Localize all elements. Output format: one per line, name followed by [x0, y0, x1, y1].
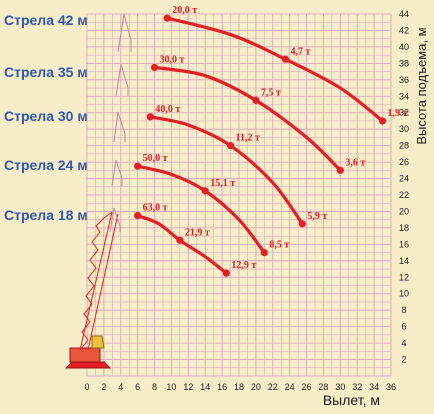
curve-series-0 — [165, 16, 385, 123]
jib-icon-42 — [117, 13, 132, 53]
y-tick-label: 30 — [399, 124, 409, 134]
y-tick-label: 42 — [399, 25, 409, 35]
boom-label-35: Стрела 35 м — [4, 64, 88, 80]
x-tick-label: 16 — [217, 382, 227, 392]
y-tick-label: 32 — [399, 108, 409, 118]
curve-point — [134, 211, 142, 220]
load-label: 4,7 т — [290, 46, 310, 57]
x-tick-label: 14 — [200, 382, 210, 392]
x-axis-title: Вылет, м — [323, 392, 380, 408]
y-tick-label: 24 — [399, 174, 409, 184]
y-tick-label: 38 — [399, 58, 409, 68]
curve-point — [336, 166, 344, 174]
x-tick-label: 32 — [352, 382, 362, 392]
grid — [86, 13, 392, 377]
boom-label-18: Стрела 18 м — [4, 207, 88, 223]
load-label: 15,1 т — [210, 178, 235, 189]
x-tick-label: 20 — [251, 382, 261, 392]
crane-boom-icon — [79, 211, 119, 351]
y-tick-label: 16 — [399, 239, 409, 249]
curve-point — [176, 236, 184, 244]
curve-point — [134, 162, 142, 170]
y-tick-label: 34 — [399, 91, 409, 101]
jib-icon-24 — [111, 159, 123, 187]
x-tick-label: 0 — [84, 382, 89, 392]
load-label: 40,0 т — [155, 104, 180, 115]
boom-label-42: Стрела 42 м — [4, 12, 88, 28]
curve-point — [146, 113, 154, 121]
y-tick-label: 6 — [401, 322, 406, 332]
curve-point — [298, 220, 306, 228]
y-tick-label: 22 — [399, 190, 409, 200]
x-tick-label: 4 — [118, 382, 123, 392]
load-label: 3,6 т — [345, 157, 365, 168]
x-tick-label: 30 — [335, 382, 345, 392]
load-label: 12,9 т — [231, 260, 256, 271]
y-tick-label: 18 — [399, 223, 409, 233]
curve-point — [252, 96, 260, 104]
crane-base-icon — [64, 361, 112, 369]
curve-point — [281, 55, 290, 63]
load-label: 7,5 т — [261, 87, 281, 98]
x-tick-label: 26 — [302, 382, 312, 392]
axes: 0 2 4 6 8 10 12 14 16 18 20 22 24 26 28 30 32 34 362468101… — [84, 9, 429, 408]
curve-point — [226, 142, 235, 150]
y-tick-label: 8 — [401, 305, 406, 315]
jib-icon-30 — [113, 111, 126, 143]
y-tick-label: 44 — [399, 9, 409, 19]
y-tick-label: 10 — [399, 289, 409, 299]
y-tick-label: 20 — [399, 206, 409, 216]
crane-body-icon — [69, 347, 101, 363]
y-axis-title: Высота подъема, м — [414, 27, 429, 144]
x-tick-label: 34 — [369, 382, 379, 392]
load-label: 11,2 т — [236, 133, 260, 144]
curve-point — [201, 187, 209, 195]
y-tick-label: 26 — [399, 157, 409, 167]
load-label: 20,0 т — [172, 5, 197, 16]
y-tick-label: 28 — [399, 141, 409, 151]
load-label: 21,9 т — [185, 227, 210, 238]
y-tick-label: 2 — [401, 355, 406, 365]
x-tick-label: 2 — [101, 382, 106, 392]
boom-label-24: Стрела 24 м — [4, 157, 88, 173]
x-tick-label: 8 — [152, 382, 157, 392]
y-tick-label: 4 — [401, 338, 406, 348]
curve-point — [222, 269, 230, 277]
x-tick-label: 6 — [135, 382, 140, 392]
x-tick-label: 24 — [285, 382, 295, 392]
jib-icon-35 — [115, 63, 129, 97]
crane-illustration — [64, 13, 132, 369]
load-label: 30,0 т — [160, 54, 185, 65]
curves: 20,0 т 4,7 т 1,9 т 30,0 т 7,5 т 3,6 т 40,0 т 11… — [134, 5, 408, 277]
load-label: 50,0 т — [143, 153, 168, 164]
x-tick-label: 18 — [234, 382, 244, 392]
x-tick-label: 28 — [318, 382, 328, 392]
boom-label-30: Стрела 30 м — [4, 108, 88, 124]
jib-icon-18 — [109, 207, 121, 233]
load-label: 5,9 т — [307, 211, 327, 222]
curve-point — [150, 63, 159, 72]
load-label: 63,0 т — [143, 203, 168, 214]
load-label: 8,5 т — [269, 240, 289, 251]
y-tick-label: 14 — [399, 256, 409, 266]
x-tick-label: 12 — [183, 382, 193, 392]
y-tick-label: 12 — [399, 272, 409, 282]
x-tick-label: 36 — [386, 382, 396, 392]
x-tick-label: 10 — [166, 382, 176, 392]
curve-point — [378, 117, 387, 125]
curve-point — [260, 248, 268, 257]
y-tick-label: 40 — [399, 42, 409, 52]
y-tick-label: 36 — [399, 75, 409, 85]
x-tick-label: 22 — [268, 382, 278, 392]
load-label: 1,9 т — [388, 108, 408, 119]
curve-point — [163, 14, 171, 22]
crane-cab-icon — [91, 335, 105, 349]
